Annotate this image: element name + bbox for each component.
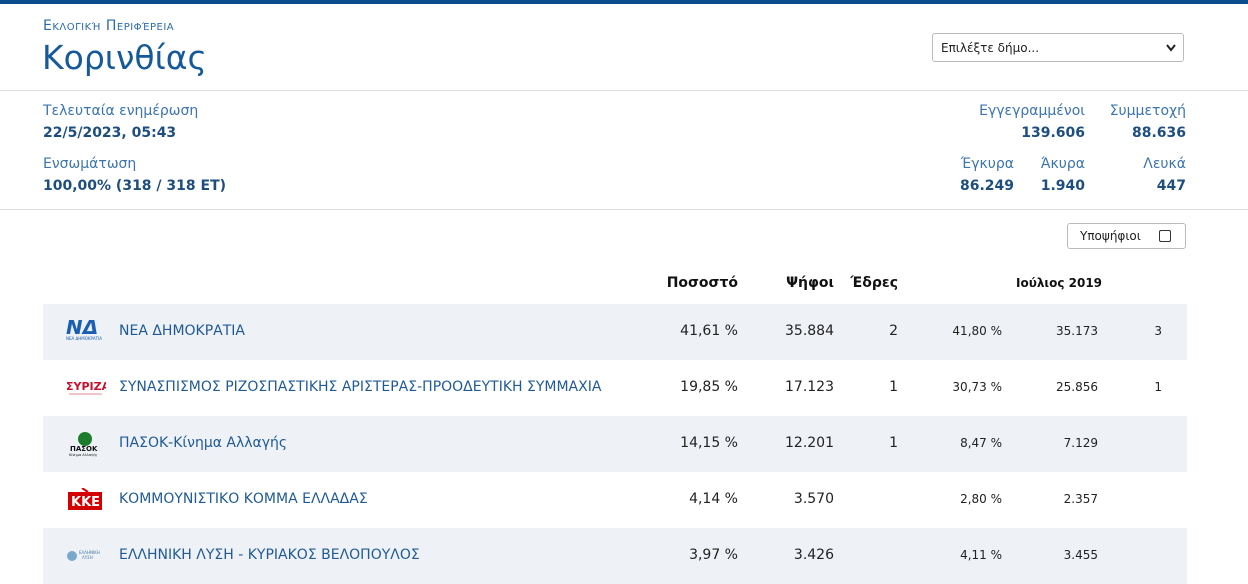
stat-label: Εγγεγραμμένοι (979, 103, 1085, 119)
party-logo: ΠΑΣΟΚ Κίνημα Αλλαγής (66, 432, 106, 458)
checkbox[interactable] (1159, 230, 1171, 242)
stat-value: 22/5/2023, 05:43 (43, 125, 177, 141)
pct-2019: 30,73 % (952, 380, 1002, 394)
stat-label: Συμμετοχή (1109, 103, 1186, 119)
region-label: Εκλογική Περιφέρεια (43, 18, 175, 34)
pct-2019: 41,80 % (952, 324, 1002, 338)
svg-text:ΕΛΛΗΝΙΚΗ: ΕΛΛΗΝΙΚΗ (79, 550, 100, 555)
pct: 4,14 % (689, 491, 738, 507)
header-previous: Ιούλιος 2019 (1016, 276, 1103, 290)
party-logo: ΕΛΛΗΝΙΚΗ ΛΥΣΗ (66, 544, 106, 570)
top-bar (0, 0, 1248, 4)
party-name: ΠΑΣΟΚ-Κίνημα Αλλαγής (119, 435, 288, 451)
party-logo: ΣΥΡΙΖΑ (66, 376, 111, 402)
stat-value: 86.249 (959, 178, 1014, 194)
table-row (43, 360, 1187, 416)
seats-2019: 1 (1154, 380, 1162, 394)
pct: 3,97 % (689, 547, 738, 563)
stat-label: Τελευταία ενημέρωση (43, 103, 199, 119)
svg-text:ΠΑΣΟΚ: ΠΑΣΟΚ (70, 445, 98, 453)
votes: 35.884 (785, 323, 834, 339)
divider (0, 90, 1248, 91)
stat-value: 100,00% (318 / 318 ΕΤ) (43, 178, 227, 194)
svg-text:ΣΥΡΙΖΑ: ΣΥΡΙΖΑ (66, 380, 106, 393)
chevron (1166, 44, 1176, 52)
stat-label: Άκυρα (1040, 156, 1085, 172)
party-name: ΕΛΛΗΝΙΚΗ ΛΥΣΗ - ΚΥΡΙΑΚΟΣ ΒΕΛΟΠΟΥΛΟΣ (119, 547, 420, 563)
stat-value: 139.606 (1021, 125, 1085, 141)
pct-2019: 8,47 % (960, 436, 1002, 450)
logo-icon: KKE (68, 487, 102, 510)
votes: 12.201 (785, 435, 834, 451)
votes-2019: 3.455 (1063, 548, 1098, 562)
stat-value: 1.940 (1040, 178, 1085, 194)
votes: 3.426 (793, 547, 834, 563)
candidates-toggle[interactable]: Υποψήφιοι (1067, 223, 1186, 249)
table-row (43, 304, 1187, 360)
stat-value: 447 (1156, 178, 1186, 194)
party-name: ΝΕΑ ΔΗΜΟΚΡΑΤΙΑ (119, 323, 246, 339)
pct-2019: 4,11 % (960, 548, 1002, 562)
pct: 41,61 % (680, 323, 738, 339)
party-logo: ΝΔ ΝΕΑ ΔΗΜΟΚΡΑΤΙΑ (66, 315, 106, 346)
svg-text:KKE: KKE (71, 495, 100, 510)
header-pct: Ποσοστό (666, 275, 738, 291)
party-name: ΚΟΜΜΟΥΝΙΣΤΙΚΟ ΚΟΜΜΑ ΕΛΛΑΔΑΣ (119, 491, 368, 507)
seats: 1 (889, 435, 898, 451)
stat-value: 88.636 (1131, 125, 1186, 141)
votes-2019: 25.856 (1056, 380, 1098, 394)
header-seats: Έδρες (850, 275, 898, 291)
divider (0, 209, 1248, 210)
stat-label: Έγκυρα (960, 156, 1014, 172)
stat-label: Ενσωμάτωση (43, 156, 137, 172)
region-title: Κορινθίας (42, 38, 207, 77)
svg-text:ΝΕΑ ΔΗΜΟΚΡΑΤΙΑ: ΝΕΑ ΔΗΜΟΚΡΑΤΙΑ (66, 336, 102, 341)
logo-icon: ΣΥΡΙΖΑ (66, 380, 111, 395)
seats: 2 (889, 323, 898, 339)
pct: 19,85 % (680, 379, 738, 395)
votes-2019: 7.129 (1063, 436, 1098, 450)
table-row (43, 528, 1187, 584)
municipality-select[interactable]: Επιλέξτε δήμο... (932, 33, 1184, 62)
votes-2019: 2.357 (1063, 492, 1098, 506)
votes: 17.123 (785, 379, 834, 395)
party-logo: KKE (66, 487, 106, 514)
svg-text:Κίνημα Αλλαγής: Κίνημα Αλλαγής (69, 453, 98, 457)
pct: 14,15 % (680, 435, 738, 451)
toggle-label: Υποψήφιοι (1080, 229, 1141, 243)
seats: 1 (889, 379, 898, 395)
table-row (43, 472, 1187, 528)
svg-text:ΛΥΣΗ: ΛΥΣΗ (82, 555, 93, 560)
party-name: ΣΥΝΑΣΠΙΣΜΟΣ ΡΙΖΟΣΠΑΣΤΙΚΗΣ ΑΡΙΣΤΕΡΑΣ-ΠΡΟΟ… (119, 379, 602, 395)
seats-2019: 3 (1154, 324, 1162, 338)
header-votes: Ψήφοι (786, 275, 834, 291)
votes-2019: 35.173 (1056, 324, 1098, 338)
votes: 3.570 (793, 491, 834, 507)
pct-2019: 2,80 % (960, 492, 1002, 506)
table-row (43, 416, 1187, 472)
select-placeholder: Επιλέξτε δήμο... (941, 41, 1040, 55)
stat-label: Λευκά (1143, 156, 1186, 172)
